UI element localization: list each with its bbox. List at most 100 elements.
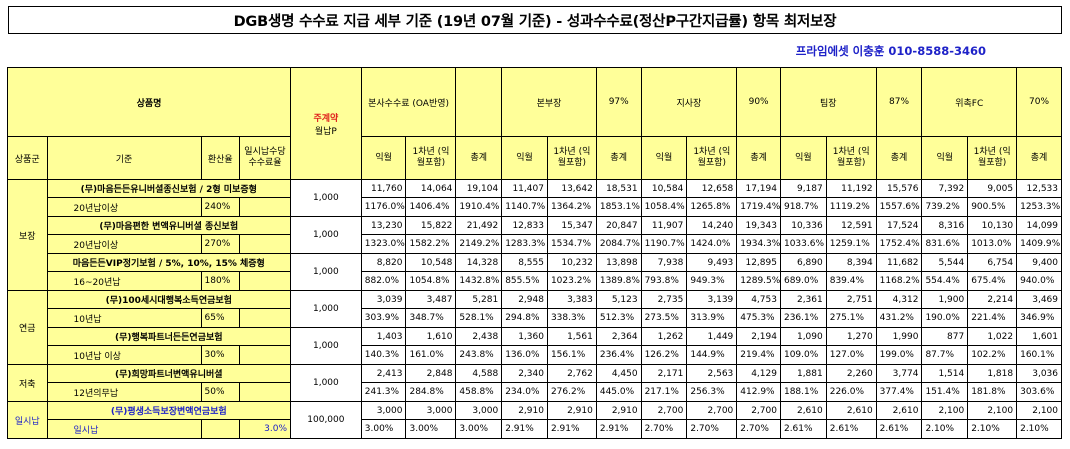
commission-rate: 313.9% <box>686 308 738 328</box>
commission-rate: 793.8% <box>640 271 688 291</box>
product-basis: 16~20년납 <box>46 271 202 291</box>
commission-rate: 2.91% <box>501 419 548 439</box>
commission-rate: 188.1% <box>779 382 827 402</box>
conversion-rate <box>200 419 241 439</box>
commission-amount: 4,753 <box>736 290 781 309</box>
lump-rate <box>239 382 291 402</box>
commission-amount: 8,820 <box>360 253 407 272</box>
commission-rate: 918.7% <box>779 197 827 217</box>
commission-amount: 14,240 <box>686 216 738 235</box>
commission-amount: 10,584 <box>640 179 688 198</box>
header-col-total: 총계 <box>875 136 923 180</box>
commission-amount: 3,000 <box>360 401 407 420</box>
commission-amount: 2,438 <box>455 327 503 346</box>
commission-amount: 2,700 <box>640 401 688 420</box>
commission-rate: 1534.7% <box>546 234 597 254</box>
commission-rate: 1176.0% <box>360 197 407 217</box>
commission-rate: 1752.4% <box>875 234 923 254</box>
commission-amount: 2,214 <box>967 290 1018 309</box>
commission-rate: 199.0% <box>875 345 923 365</box>
commission-amount: 2,910 <box>546 401 597 420</box>
header-main-contract: 주계약 월납P <box>290 67 362 180</box>
commission-rate: 882.0% <box>360 271 407 291</box>
commission-rate: 276.2% <box>546 382 597 402</box>
commission-amount: 4,588 <box>455 364 503 383</box>
commission-rate: 127.0% <box>825 345 877 365</box>
commission-amount: 17,524 <box>875 216 923 235</box>
commission-rate: 338.3% <box>546 308 597 328</box>
commission-amount: 1,360 <box>501 327 548 346</box>
conversion-rate: 65% <box>200 308 241 328</box>
commission-amount: 1,900 <box>921 290 969 309</box>
commission-amount: 1,610 <box>405 327 457 346</box>
commission-amount: 6,890 <box>779 253 827 272</box>
header-col-month: 익월 <box>779 136 827 180</box>
commission-amount: 19,104 <box>455 179 503 198</box>
commission-amount: 2,610 <box>825 401 877 420</box>
category-cell: 일시납 <box>7 401 48 439</box>
commission-amount: 11,760 <box>360 179 407 198</box>
commission-rate: 1259.1% <box>825 234 877 254</box>
commission-rate: 1190.7% <box>640 234 688 254</box>
header-lump-rate: 일시납수당수수료율 <box>239 136 291 180</box>
commission-rate: 136.0% <box>501 345 548 365</box>
commission-amount: 2,910 <box>501 401 548 420</box>
header-col-year1: 1차년 (익월포함) <box>686 136 738 180</box>
commission-rate: 1289.5% <box>736 271 781 291</box>
commission-amount: 7,392 <box>921 179 969 198</box>
commission-rate: 2.61% <box>875 419 923 439</box>
product-basis: 10년납 이상 <box>46 345 202 365</box>
commission-rate: 1910.4% <box>455 197 503 217</box>
commission-rate: 156.1% <box>546 345 597 365</box>
commission-rate: 1168.2% <box>875 271 923 291</box>
commission-rate: 126.2% <box>640 345 688 365</box>
premium-value: 1,000 <box>290 253 362 291</box>
commission-amount: 12,895 <box>736 253 781 272</box>
commission-rate: 1023.2% <box>546 271 597 291</box>
lump-rate <box>239 197 291 217</box>
commission-rate: 445.0% <box>595 382 642 402</box>
commission-amount: 8,555 <box>501 253 548 272</box>
header-conversion: 환산율 <box>200 136 241 180</box>
commission-amount: 2,910 <box>595 401 642 420</box>
commission-rate: 675.4% <box>967 271 1018 291</box>
commission-rate: 144.9% <box>686 345 738 365</box>
premium-value: 1,000 <box>290 179 362 217</box>
commission-rate: 1389.8% <box>595 271 642 291</box>
commission-amount: 3,139 <box>686 290 738 309</box>
product-basis: 10년납 <box>46 308 202 328</box>
header-col-total: 총계 <box>1016 136 1062 180</box>
commission-amount: 3,000 <box>455 401 503 420</box>
header-group-team: 팀장 <box>779 67 877 137</box>
commission-rate: 1934.3% <box>736 234 781 254</box>
commission-rate: 1364.2% <box>546 197 597 217</box>
commission-rate: 1424.0% <box>686 234 738 254</box>
commission-amount: 2,260 <box>825 364 877 383</box>
commission-amount: 1,601 <box>1016 327 1062 346</box>
commission-rate: 940.0% <box>1016 271 1062 291</box>
commission-rate: 1265.8% <box>686 197 738 217</box>
commission-amount: 12,658 <box>686 179 738 198</box>
commission-amount: 11,192 <box>825 179 877 198</box>
commission-amount: 15,347 <box>546 216 597 235</box>
commission-rate: 475.3% <box>736 308 781 328</box>
commission-rate: 528.1% <box>455 308 503 328</box>
commission-rate: 689.0% <box>779 271 827 291</box>
product-basis: 일시납 <box>46 419 202 439</box>
lump-rate <box>239 271 291 291</box>
commission-rate: 151.4% <box>921 382 969 402</box>
lump-rate: 3.0% <box>239 419 291 439</box>
commission-rate: 284.8% <box>405 382 457 402</box>
commission-rate: 2.70% <box>686 419 738 439</box>
commission-amount: 12,833 <box>501 216 548 235</box>
product-name: (무)100세시대행복소득연금보험 <box>46 290 292 309</box>
header-col-month: 익월 <box>360 136 407 180</box>
lump-rate <box>239 308 291 328</box>
commission-amount: 3,487 <box>405 290 457 309</box>
product-basis: 12년의무납 <box>46 382 202 402</box>
commission-amount: 2,100 <box>967 401 1018 420</box>
commission-amount: 4,450 <box>595 364 642 383</box>
header-col-year1: 1차년 (익월포함) <box>405 136 457 180</box>
commission-rate: 3.00% <box>360 419 407 439</box>
commission-amount: 2,413 <box>360 364 407 383</box>
